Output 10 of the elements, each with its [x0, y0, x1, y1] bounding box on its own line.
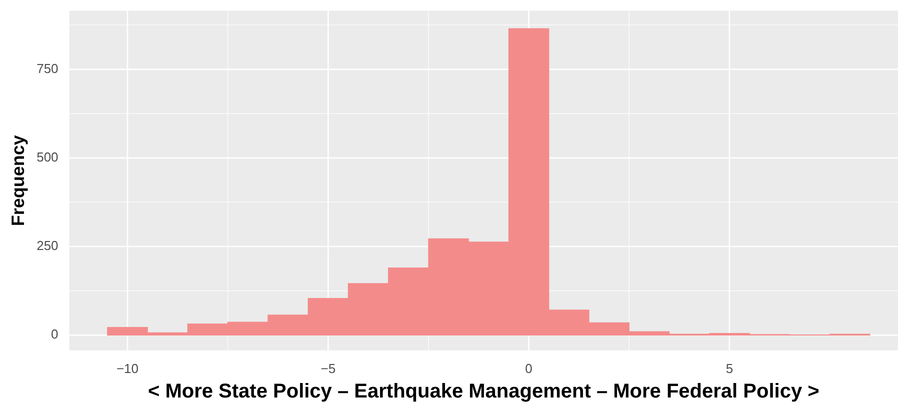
x-tick-label: −5: [320, 360, 336, 376]
y-tick-label: 750: [36, 60, 58, 76]
y-axis-title: Frequency: [8, 135, 28, 226]
x-axis-title: < More State Policy – Earthquake Management – More Federal Policy >: [148, 380, 820, 403]
y-tick-label: 0: [51, 326, 58, 342]
y-tick-label: 250: [36, 238, 58, 254]
x-tick-label: 5: [726, 360, 734, 376]
y-tick-label: 500: [36, 149, 58, 164]
x-tick-label: 0: [525, 360, 532, 376]
x-tick-label: −10: [116, 360, 139, 376]
